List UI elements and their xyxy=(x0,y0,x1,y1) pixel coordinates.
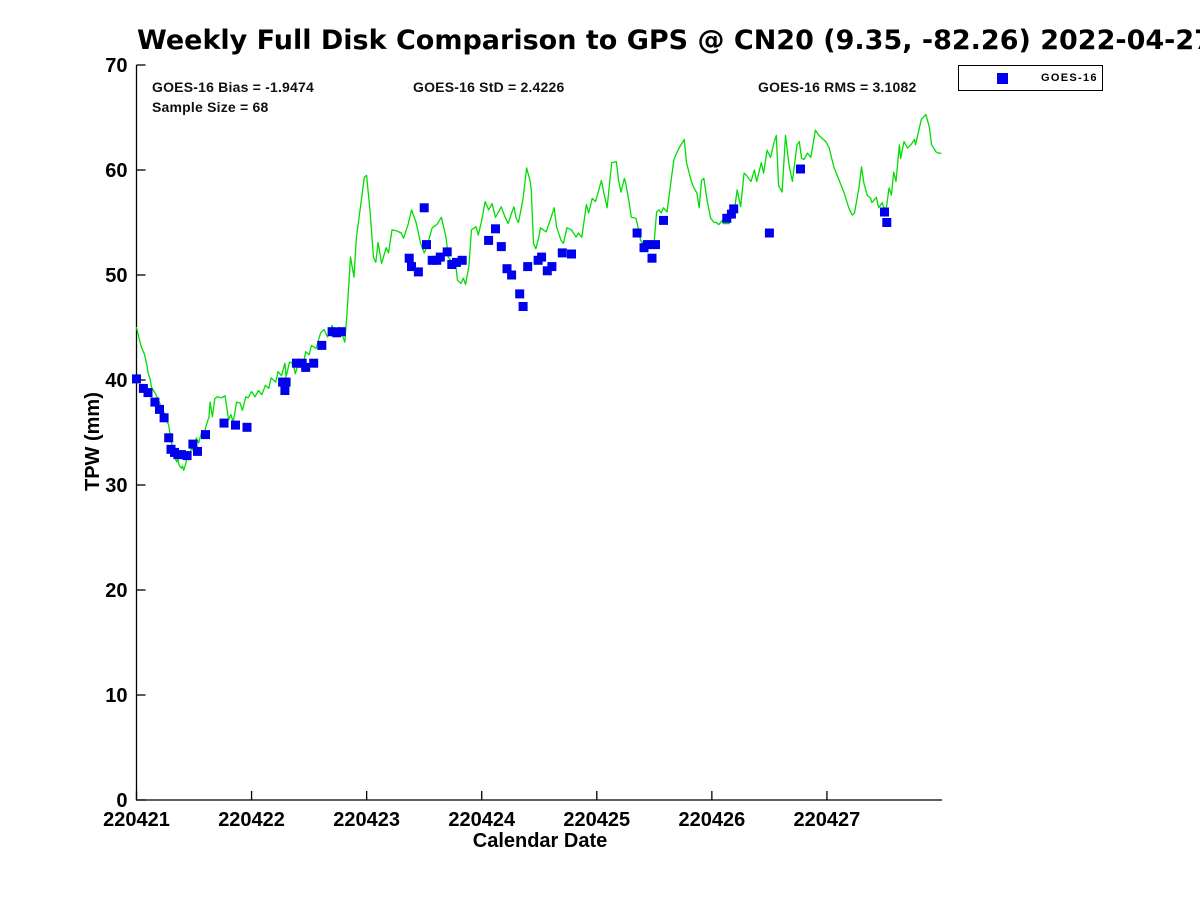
goes16-marker xyxy=(651,240,660,250)
goes16-marker xyxy=(567,249,576,259)
x-tick-label: 220424 xyxy=(448,809,516,831)
goes16-marker xyxy=(502,264,512,274)
goes16-marker xyxy=(537,252,547,262)
y-axis-label: TPW (mm) xyxy=(82,392,104,491)
goes16-marker xyxy=(219,418,229,428)
goes16-marker xyxy=(764,228,774,238)
goes16-marker xyxy=(422,240,431,250)
goes16-marker xyxy=(435,252,445,262)
goes16-marker xyxy=(336,327,346,337)
goes16-marker xyxy=(518,302,528,311)
legend: GOES-16 xyxy=(958,65,1103,91)
x-tick-label: 220427 xyxy=(794,809,861,831)
goes16-marker xyxy=(188,439,198,449)
y-tick-label: 70 xyxy=(105,55,127,77)
goes16-marker xyxy=(491,224,500,234)
goes16-marker xyxy=(164,433,174,443)
y-tick-label: 20 xyxy=(105,580,127,602)
goes16-marker xyxy=(327,327,337,337)
goes16-marker xyxy=(484,235,494,245)
goes16-marker xyxy=(407,262,416,272)
goes16-marker xyxy=(404,253,414,263)
goes16-marker xyxy=(447,260,457,269)
goes16-marker xyxy=(726,209,736,219)
goes16-marker xyxy=(647,253,657,263)
goes16-marker xyxy=(301,362,311,372)
gps-line xyxy=(135,113,942,471)
y-tick-label: 30 xyxy=(105,475,127,497)
goes16-marker xyxy=(332,328,342,338)
goes16-marker xyxy=(317,340,327,350)
goes16-marker xyxy=(193,446,202,456)
goes16-marker xyxy=(159,413,169,423)
goes16-marker xyxy=(138,383,148,393)
goes16-marker xyxy=(150,397,160,407)
goes16-marker xyxy=(419,203,429,213)
stat-sample-size: Sample Size = 68 xyxy=(152,99,269,115)
axes-frame xyxy=(135,65,942,801)
goes16-marker xyxy=(507,270,517,280)
goes16-marker xyxy=(280,386,290,395)
x-axis-label: Calendar Date xyxy=(472,830,608,852)
goes16-marker xyxy=(242,422,252,432)
stat-bias: GOES-16 Bias = -1.9474 xyxy=(152,79,314,95)
goes16-marker xyxy=(231,420,240,430)
x-tick-label: 220423 xyxy=(333,809,400,831)
goes16-marker xyxy=(547,262,557,272)
legend-square-marker-icon xyxy=(997,73,1008,84)
goes16-marker xyxy=(515,289,525,299)
goes16-marker xyxy=(442,247,452,257)
goes16-marker xyxy=(642,240,652,250)
goes16-marker xyxy=(659,215,668,225)
goes16-marker xyxy=(413,267,423,277)
goes16-marker xyxy=(281,377,291,387)
x-tick-label: 220421 xyxy=(103,809,170,831)
goes16-marker xyxy=(722,213,732,223)
goes16-marker xyxy=(882,218,892,227)
x-tick-label: 220426 xyxy=(678,809,745,831)
y-tick-label: 10 xyxy=(105,685,127,707)
goes16-marker xyxy=(796,164,805,174)
legend-label: GOES-16 xyxy=(1041,72,1098,84)
goes16-marker xyxy=(557,248,567,258)
goes16-marker xyxy=(143,388,153,398)
y-tick-label: 40 xyxy=(105,370,127,392)
goes16-marker xyxy=(176,450,186,460)
goes16-marker xyxy=(201,430,210,440)
goes16-marker xyxy=(632,228,642,238)
goes16-marker xyxy=(880,207,889,217)
y-tick-label: 50 xyxy=(105,265,127,287)
goes16-marker xyxy=(496,242,506,252)
goes16-marker xyxy=(729,204,739,214)
goes16-marker xyxy=(542,266,552,276)
goes16-marker xyxy=(309,358,319,368)
goes16-marker xyxy=(523,262,533,272)
goes16-marker xyxy=(457,255,467,265)
goes16-marker xyxy=(182,451,192,461)
goes16-marker xyxy=(451,257,461,267)
x-tick-label: 220425 xyxy=(563,809,630,831)
stat-std: GOES-16 StD = 2.4226 xyxy=(413,79,565,95)
y-tick-label: 60 xyxy=(105,160,127,182)
stat-rms: GOES-16 RMS = 3.1082 xyxy=(758,79,917,95)
goes16-marker xyxy=(291,358,301,368)
goes16-marker xyxy=(132,374,141,384)
goes16-marker xyxy=(427,255,437,265)
x-tick-label: 220422 xyxy=(218,809,285,831)
goes16-marker xyxy=(155,404,164,414)
y-tick-label: 0 xyxy=(116,790,127,812)
